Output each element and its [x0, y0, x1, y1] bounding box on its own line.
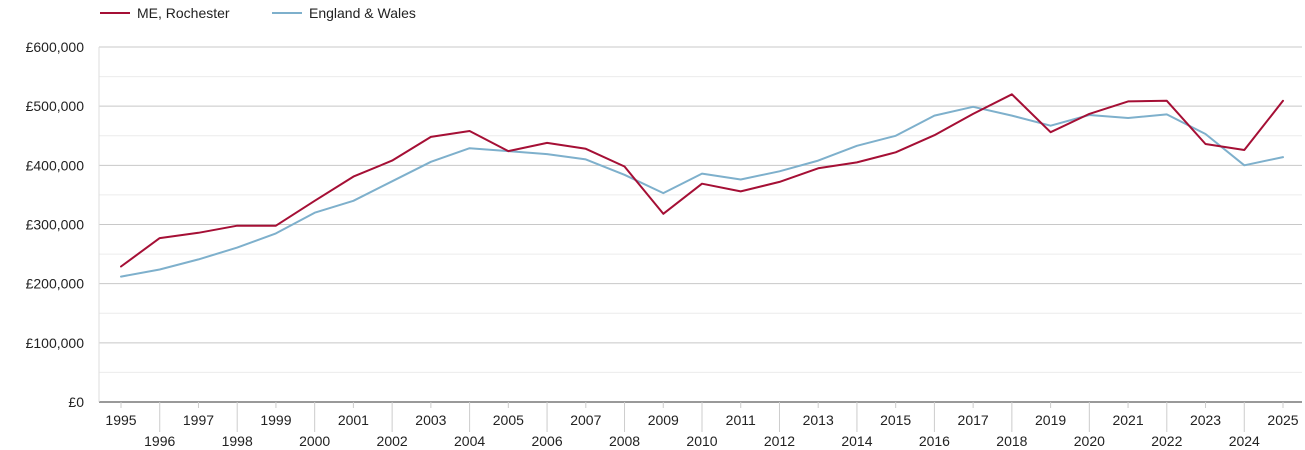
x-tick-label: 2023	[1190, 412, 1221, 428]
x-tick-label: 2008	[609, 433, 640, 449]
x-tick-label: 2025	[1267, 412, 1298, 428]
y-tick-label: £200,000	[26, 276, 85, 292]
x-tick-label: 2010	[686, 433, 717, 449]
x-tick-label: 1997	[183, 412, 214, 428]
y-tick-label: £100,000	[26, 335, 85, 351]
x-tick-label: 2007	[570, 412, 601, 428]
x-tick-label: 1995	[105, 412, 136, 428]
x-tick-label: 2006	[531, 433, 562, 449]
x-tick-label: 2024	[1229, 433, 1260, 449]
x-tick-label: 2002	[377, 433, 408, 449]
y-axis-tick-labels: £0 £100,000 £200,000 £300,000 £400,000 £500,0…	[26, 39, 85, 410]
series-line-rochester	[120, 93, 1284, 268]
x-tick-label: 2016	[919, 433, 950, 449]
x-tick-label: 2011	[726, 412, 756, 428]
x-tick-label: 2013	[803, 412, 834, 428]
x-tick-label: 2005	[493, 412, 524, 428]
x-tick-label: 1998	[222, 433, 253, 449]
y-tick-label: £600,000	[26, 39, 85, 55]
x-tick-label: 1996	[144, 433, 175, 449]
legend-label-rochester: ME, Rochester	[137, 5, 230, 21]
legend: ME, Rochester England & Wales	[100, 5, 416, 21]
x-tick-label: 2014	[841, 433, 872, 449]
x-tick-label: 2009	[648, 412, 679, 428]
x-axis-tick-labels: 1995 1996 1997 1998 1999 2000 2001 2002 2003 2004…	[105, 402, 1299, 449]
x-tick-label: 2001	[338, 412, 369, 428]
x-tick-label: 2000	[299, 433, 330, 449]
x-tick-label: 1999	[260, 412, 291, 428]
x-tick-label: 2020	[1074, 433, 1105, 449]
y-tick-label: £500,000	[26, 98, 85, 114]
x-tick-label: 2022	[1151, 433, 1182, 449]
y-tick-label: £300,000	[26, 217, 85, 233]
legend-label-england-wales: England & Wales	[309, 5, 416, 21]
x-tick-label: 2015	[880, 412, 911, 428]
series-lines	[120, 93, 1284, 278]
grid-lines	[98, 46, 1302, 403]
legend-item-rochester[interactable]: ME, Rochester	[100, 5, 230, 21]
x-tick-label: 2004	[454, 433, 485, 449]
x-tick-label: 2018	[996, 433, 1027, 449]
series-line-england-wales	[120, 105, 1284, 278]
y-tick-label: £400,000	[26, 157, 85, 173]
x-tick-label: 2021	[1112, 412, 1143, 428]
legend-item-england-wales[interactable]: England & Wales	[272, 5, 416, 21]
y-tick-label: £0	[68, 394, 84, 410]
x-tick-label: 2017	[958, 412, 989, 428]
x-tick-label: 2012	[764, 433, 795, 449]
x-tick-label: 2003	[415, 412, 446, 428]
x-tick-label: 2019	[1035, 412, 1066, 428]
